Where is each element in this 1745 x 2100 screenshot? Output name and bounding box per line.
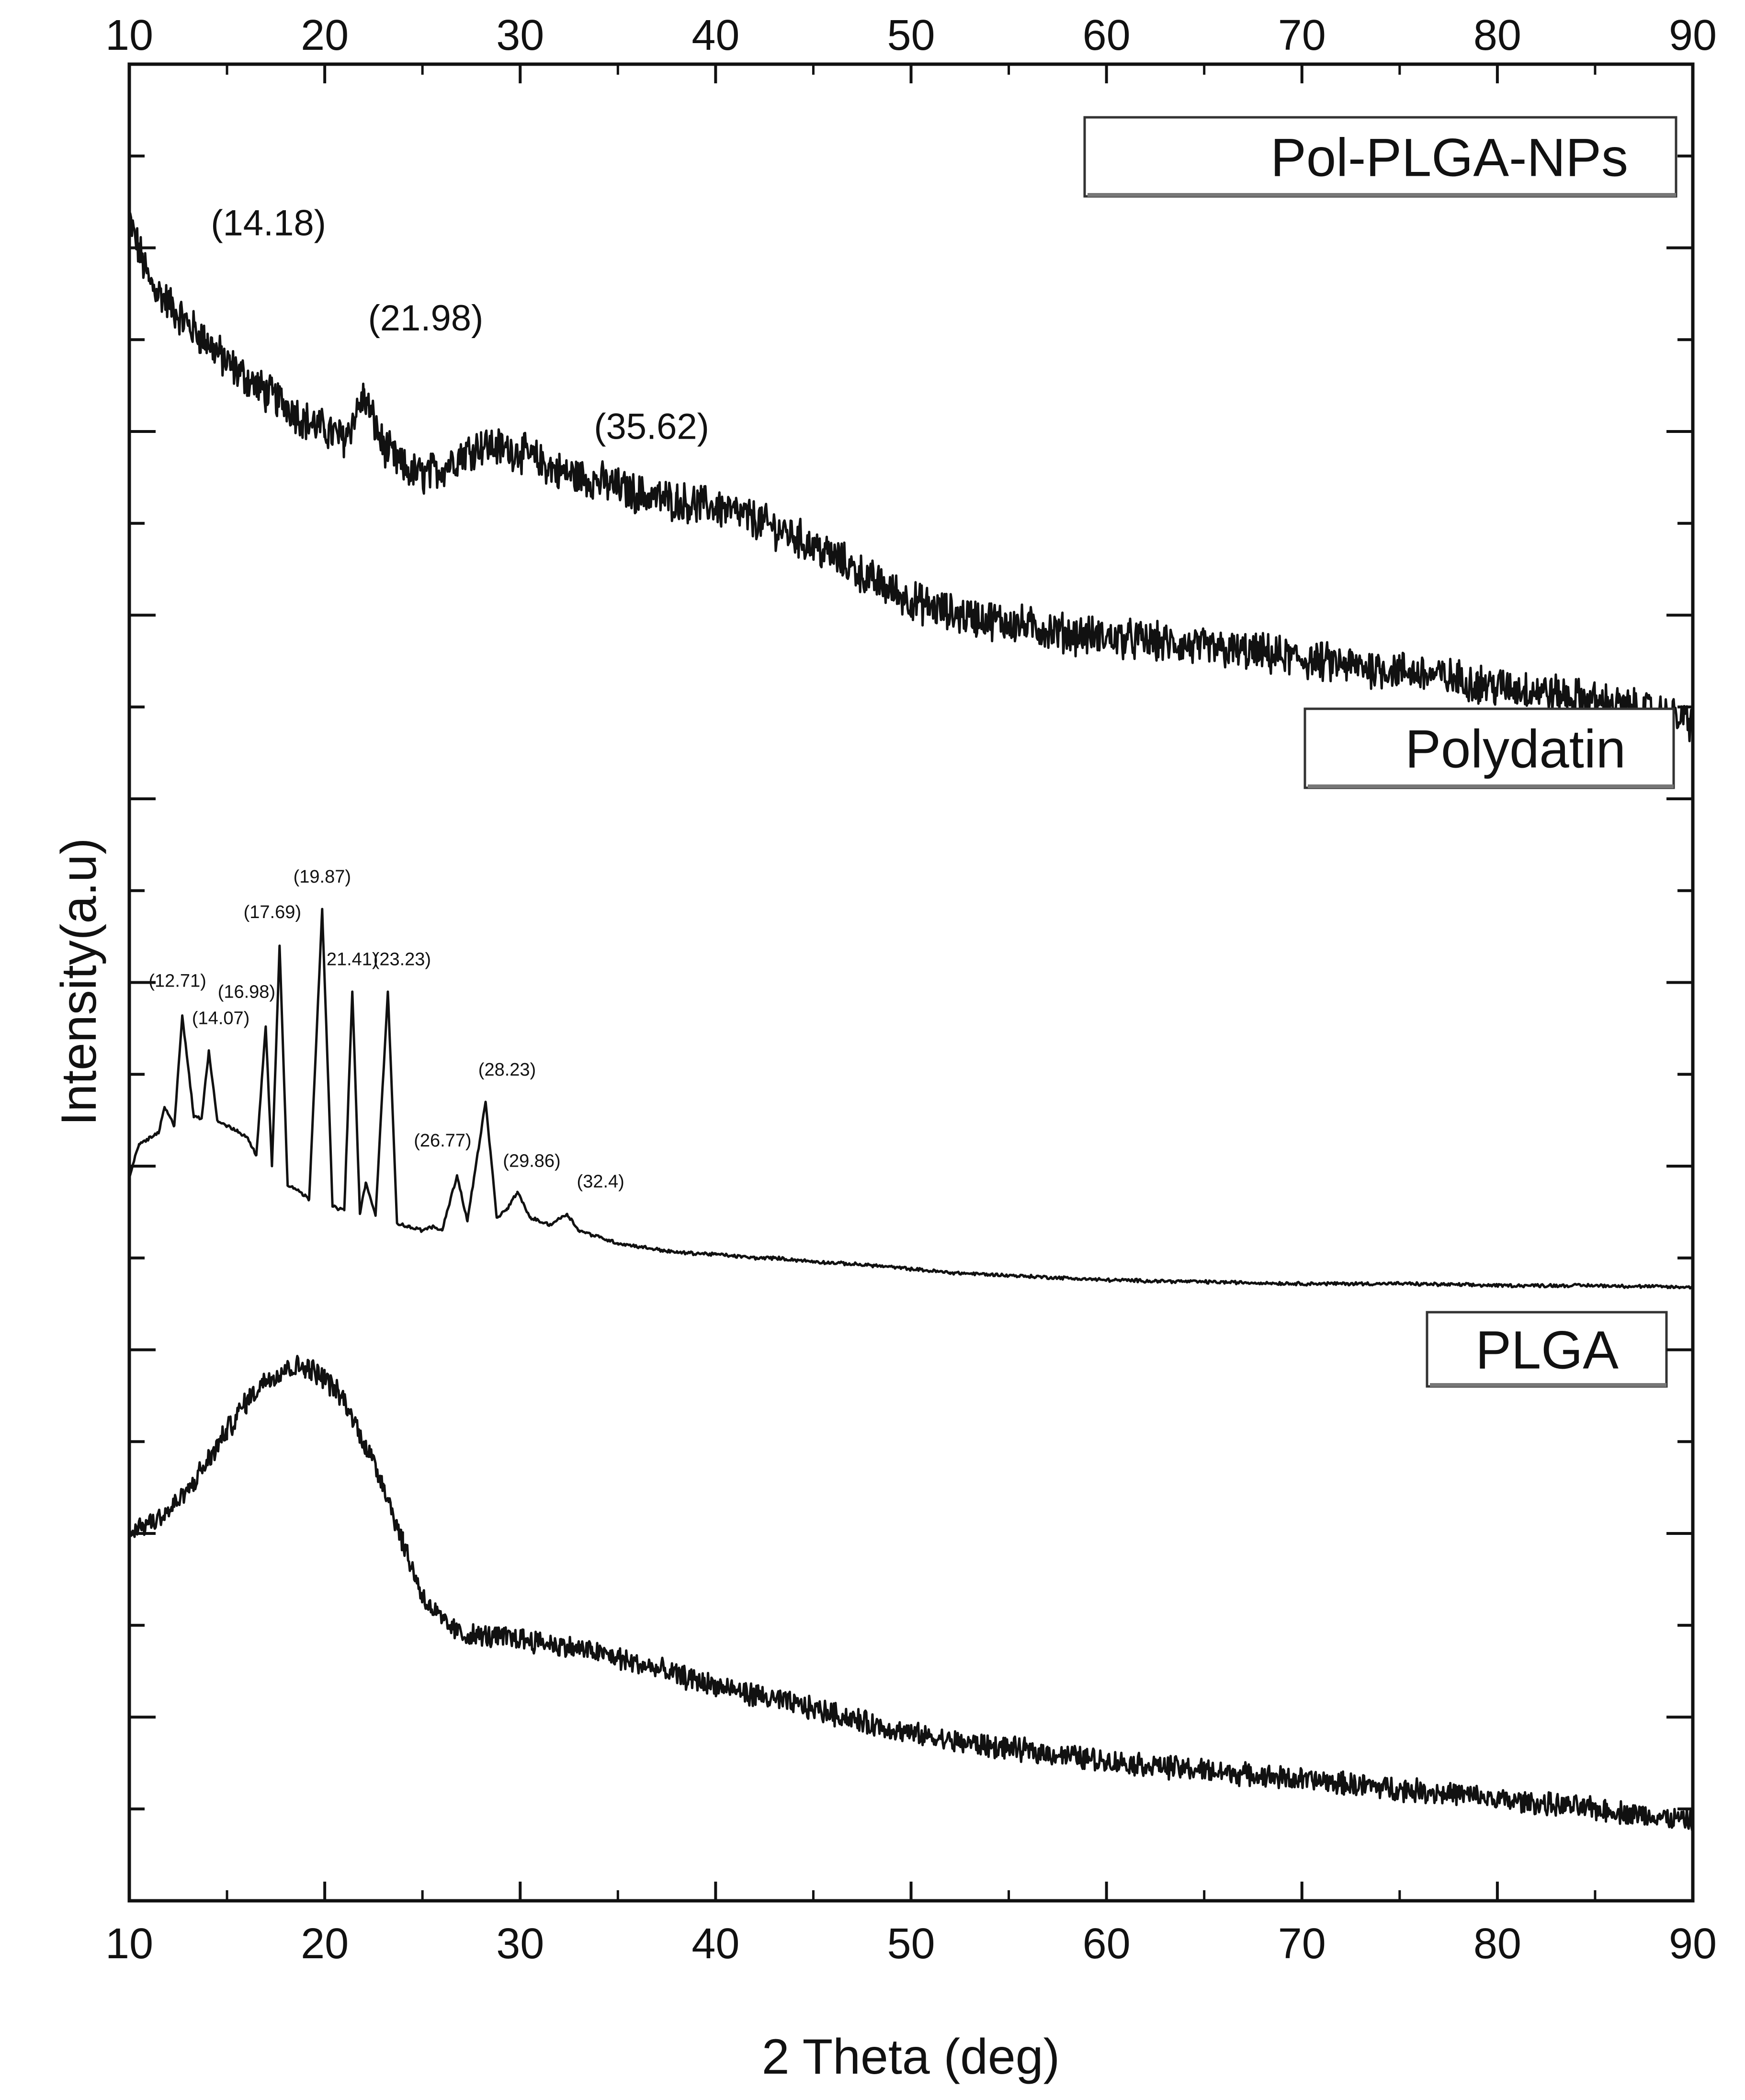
peak-label-polydatin: (32.4)	[577, 1172, 624, 1192]
x-tick-label-top: 50	[887, 11, 935, 59]
x-tick-label-top: 20	[301, 11, 349, 59]
peak-label-polydatin: (16.98)	[218, 982, 275, 1002]
legend-label-plga: PLGA	[1475, 1320, 1619, 1380]
legend-box-pol-plga-nps	[1083, 116, 1677, 198]
x-tick-label-top: 10	[105, 11, 153, 59]
peak-label-pol-plga-nps: (21.98)	[368, 298, 483, 339]
series-line-plga	[128, 1355, 1694, 1832]
axes-group: 10 10 20 20 30 30 40 40 50 50 60 60 70 70 80 80 90 90	[105, 11, 1717, 1968]
legend-label-pol-plga-nps: Pol-PLGA-NPs	[1270, 128, 1628, 188]
x-tick-label-bottom: 70	[1278, 1920, 1326, 1968]
x-tick-label-bottom: 20	[301, 1920, 349, 1968]
x-tick-label-bottom: 50	[887, 1920, 935, 1968]
peak-annotations-group: (14.18) (21.98) (35.62) (12.71) (14.07) (16.9…	[148, 203, 709, 1192]
y-axis-title: Intensity(a.u)	[51, 838, 107, 1125]
peak-label-polydatin: 21.41)	[327, 950, 378, 970]
x-tick-label-bottom: 40	[691, 1920, 739, 1968]
x-axis-title: 2 Theta (deg)	[762, 2029, 1060, 2085]
legend-box-polydatin	[1303, 707, 1675, 789]
x-tick-label-top: 60	[1083, 11, 1131, 59]
x-tick-label-top: 70	[1278, 11, 1326, 59]
x-tick-label-top: 80	[1473, 11, 1521, 59]
x-tick-label-bottom: 30	[496, 1920, 544, 1968]
peak-label-pol-plga-nps: (14.18)	[211, 203, 326, 243]
peak-label-polydatin: (23.23)	[374, 950, 431, 970]
peak-label-polydatin: (14.07)	[192, 1008, 249, 1028]
peak-label-pol-plga-nps: (35.62)	[594, 406, 709, 447]
peak-label-polydatin: (17.69)	[244, 902, 301, 922]
peak-label-polydatin: (26.77)	[414, 1131, 471, 1151]
legend-group: Pol-PLGA-NPs Polydatin PLGA	[1083, 116, 1677, 1388]
x-tick-label-top: 90	[1669, 11, 1717, 59]
peak-label-polydatin: (28.23)	[478, 1060, 536, 1080]
x-tick-label-top: 30	[496, 11, 544, 59]
x-tick-label-bottom: 80	[1473, 1920, 1521, 1968]
traces-group	[128, 212, 1694, 1832]
x-tick-label-bottom: 10	[105, 1920, 153, 1968]
peak-label-polydatin: (19.87)	[294, 867, 351, 887]
x-tick-label-top: 40	[691, 11, 739, 59]
x-tick-label-bottom: 90	[1669, 1920, 1717, 1968]
peak-label-polydatin: (29.86)	[503, 1151, 560, 1171]
legend-label-polydatin: Polydatin	[1405, 719, 1626, 779]
x-tick-label-bottom: 60	[1083, 1920, 1131, 1968]
peak-label-polydatin: (12.71)	[148, 971, 206, 991]
series-line-polydatin	[128, 908, 1694, 1290]
series-line-pol-plga-nps	[128, 212, 1694, 742]
